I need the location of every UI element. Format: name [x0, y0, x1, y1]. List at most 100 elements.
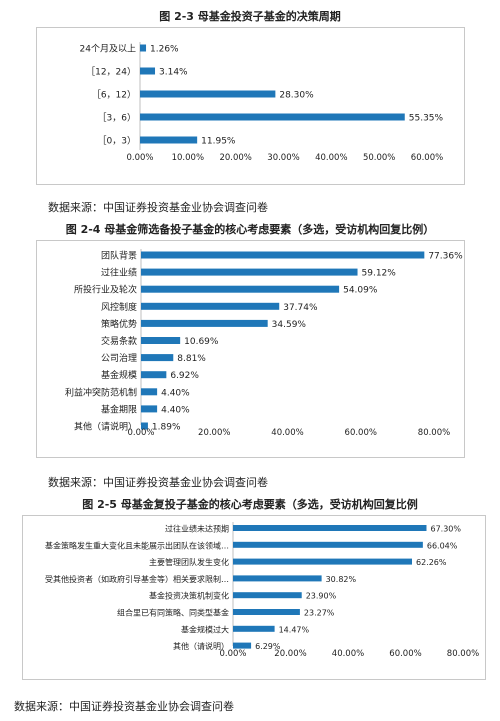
bar [233, 525, 427, 531]
bar [140, 136, 198, 144]
chart-2-frame: 团队背景 77.36% 过往业绩 59.12% 所投行业及轮次 54.09% 风控制度 37.… [36, 240, 465, 458]
data-label: 34.59% [272, 320, 307, 330]
chart-2-svg: 团队背景 77.36% 过往业绩 59.12% 所投行业及轮次 54.09% 风控制度 37.… [65, 249, 463, 438]
category-label: 所投行业及轮次 [74, 284, 137, 296]
x-tick-label: 60.00% [345, 428, 377, 438]
category-label: 基金期限 [101, 403, 137, 415]
data-label: 67.30% [430, 525, 461, 534]
data-label: 4.40% [161, 388, 190, 398]
chart-1-source: 数据来源：中国证券投资基金业协会调查问卷 [48, 201, 268, 214]
x-tick-label: 80.00% [447, 649, 479, 659]
data-label: 14.47% [279, 625, 310, 634]
data-label: 37.74% [283, 303, 318, 313]
category-label: 24个月及以上 [80, 44, 136, 55]
chart-3-title: 图 2-5 母基金复投子基金的核心考虑要素（多选，受访机构回复比例 [82, 498, 418, 511]
category-label: 过往业绩 [101, 267, 137, 279]
chart-1-title: 图 2-3 母基金投资子基金的决策周期 [159, 10, 341, 23]
data-label: 66.04% [427, 541, 458, 550]
bar [233, 575, 322, 582]
data-label: 1.89% [152, 423, 181, 433]
data-label: 23.90% [306, 592, 337, 601]
category-label: 策略优势 [101, 318, 137, 330]
bar [141, 337, 181, 344]
bar [141, 405, 158, 413]
data-label: 4.40% [161, 405, 190, 415]
x-tick-label: 20.00% [198, 428, 230, 438]
chart-1-svg: 24个月及以上 1.26% ［12，24） 3.14% ［6，12） 28.30% ［3，6… [80, 42, 444, 163]
data-label: 55.35% [409, 114, 444, 124]
x-tick-label: 50.00% [363, 153, 395, 163]
x-tick-label: 80.00% [418, 428, 450, 438]
x-tick-label: 30.00% [267, 153, 299, 163]
category-label: ［6，12） [92, 90, 136, 101]
chart-2-source: 数据来源：中国证券投资基金业协会调查问卷 [48, 476, 268, 489]
x-tick-label: 60.00% [411, 153, 443, 163]
bar [141, 285, 340, 293]
data-label: 6.29% [255, 642, 281, 651]
bar [141, 251, 425, 259]
data-label: 28.30% [279, 91, 314, 101]
category-label: 团队背景 [101, 250, 137, 262]
data-label: 23.27% [304, 609, 335, 618]
category-label: 主要管理团队发生变化 [149, 557, 229, 567]
data-label: 30.82% [326, 575, 357, 584]
bar [141, 354, 174, 362]
x-tick-label: 20.00% [274, 649, 306, 659]
category-label: 公司治理 [101, 352, 137, 364]
bar [141, 388, 158, 396]
category-label: 组合里已有同策略、同类型基金 [117, 608, 229, 618]
category-label: 基金规模过大 [181, 624, 229, 634]
category-label: 交易条款 [101, 335, 137, 347]
bar [233, 642, 252, 649]
category-label: ［12，24） [86, 67, 136, 78]
bar [141, 422, 148, 430]
bar [233, 558, 412, 565]
chart-1-frame: 24个月及以上 1.26% ［12，24） 3.14% ［6，12） 28.30% ［3，6… [36, 27, 465, 185]
bar [141, 319, 268, 327]
bar [141, 371, 167, 379]
x-tick-label: 0.00% [126, 153, 153, 163]
category-label: 风控制度 [101, 301, 137, 313]
data-label: 54.09% [343, 286, 378, 296]
category-label: 其他（请说明） [173, 641, 229, 651]
chart-3-source: 数据来源：中国证券投资基金业协会调查问卷 [14, 700, 234, 713]
bar [233, 541, 423, 548]
data-label: 3.14% [159, 68, 188, 78]
x-tick-label: 10.00% [172, 153, 204, 163]
data-label: 1.26% [150, 45, 179, 55]
category-label: 基金策略发生重大变化且未能展示出团队在该领域… [45, 540, 229, 550]
chart-2-title: 图 2-4 母基金筛选备投子基金的核心考虑要素（多选，受访机构回复比例） [65, 223, 435, 236]
category-label: 基金投资决策机制变化 [149, 591, 229, 601]
category-label: 利益冲突防范机制 [65, 386, 137, 398]
bar [140, 90, 276, 98]
category-label: ［3，6） [98, 113, 136, 124]
x-tick-label: 40.00% [271, 428, 303, 438]
category-label: ［0，3） [98, 136, 136, 147]
data-label: 10.69% [184, 337, 219, 347]
bar [141, 302, 280, 310]
data-label: 59.12% [362, 269, 397, 279]
bar [140, 44, 147, 52]
x-tick-label: 20.00% [219, 153, 251, 163]
data-label: 77.36% [428, 252, 463, 262]
x-tick-label: 40.00% [315, 153, 347, 163]
bar [233, 609, 300, 615]
data-label: 62.26% [416, 558, 447, 567]
bar [140, 67, 156, 75]
bar [233, 592, 302, 599]
data-label: 11.95% [201, 137, 236, 147]
category-label: 基金规模 [101, 369, 137, 381]
bar [141, 268, 358, 276]
category-label: 受其他投资者（如政府引导基金等）相关要求限制… [45, 574, 229, 584]
data-label: 6.92% [170, 371, 199, 381]
x-tick-label: 60.00% [389, 649, 421, 659]
data-label: 8.81% [177, 354, 206, 364]
chart-3-svg: 过往业绩未达预期 67.30% 基金策略发生重大变化且未能展示出团队在该领域… 66.… [45, 522, 479, 659]
category-label: 其他（请说明） [74, 421, 137, 433]
category-label: 过往业绩未达预期 [165, 524, 229, 534]
x-tick-label: 40.00% [332, 649, 364, 659]
bar [233, 625, 275, 632]
x-tick-label: 0.00% [219, 649, 246, 659]
chart-3-frame: 过往业绩未达预期 67.30% 基金策略发生重大变化且未能展示出团队在该领域… 66.… [22, 515, 486, 680]
x-tick-label: 0.00% [127, 428, 154, 438]
